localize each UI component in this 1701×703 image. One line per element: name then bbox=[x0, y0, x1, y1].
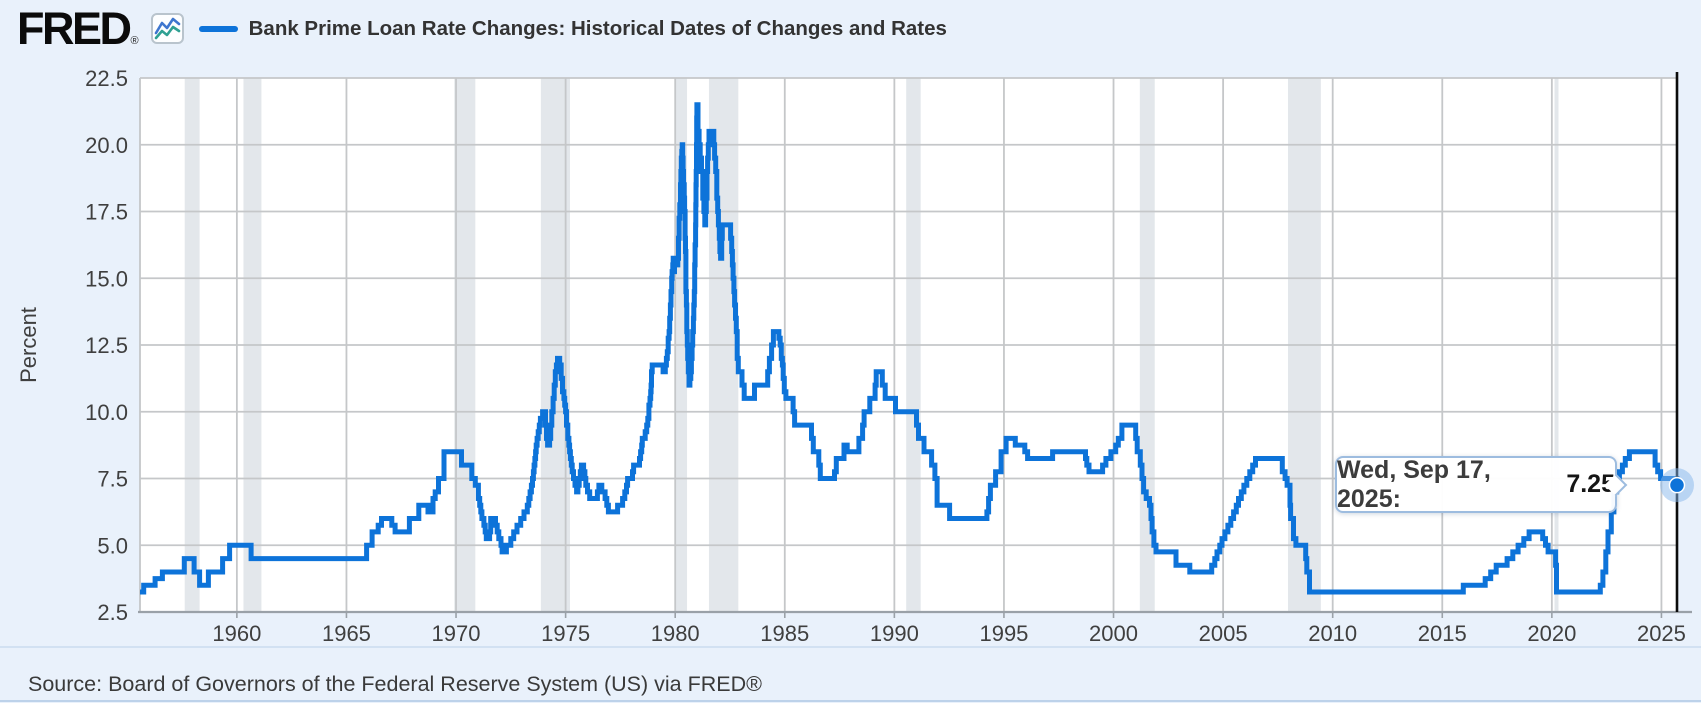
x-tick-label: 2015 bbox=[1418, 621, 1467, 646]
y-tick-label: 10.0 bbox=[85, 400, 128, 425]
x-tick-label: 1990 bbox=[870, 621, 919, 646]
series-title: Bank Prime Loan Rate Changes: Historical… bbox=[248, 16, 947, 40]
x-tick-label: 2025 bbox=[1637, 621, 1686, 646]
y-tick-label: 15.0 bbox=[85, 266, 128, 291]
x-tick-label: 1960 bbox=[212, 621, 261, 646]
y-tick-label: 22.5 bbox=[85, 66, 128, 91]
prime-rate-chart[interactable]: 2.5 5.0 7.5 10.0 12.5 15.0 17.5 20.0 22.5 1960 196… bbox=[0, 0, 1701, 660]
x-tick-label: 2005 bbox=[1199, 621, 1248, 646]
x-tick-label: 2000 bbox=[1089, 621, 1138, 646]
sparkline-icon bbox=[150, 13, 184, 44]
x-tick-label: 1985 bbox=[760, 621, 809, 646]
legend-line-swatch bbox=[198, 25, 238, 32]
y-tick-label: 17.5 bbox=[85, 200, 128, 225]
x-tick-label: 1995 bbox=[979, 621, 1028, 646]
y-tick-label: 2.5 bbox=[97, 600, 128, 625]
tooltip-date: Wed, Sep 17, 2025: bbox=[1337, 455, 1491, 513]
chart-header: FRED ® Bank Prime Loan Rate Changes: His… bbox=[17, 6, 947, 51]
tooltip-value: 7.25 bbox=[1566, 470, 1615, 498]
fred-logo[interactable]: FRED bbox=[17, 3, 132, 54]
source-note: Source: Board of Governors of the Federa… bbox=[28, 672, 762, 696]
x-tick-label: 1970 bbox=[432, 621, 481, 646]
x-tick-label: 1965 bbox=[322, 621, 371, 646]
marker-dot[interactable] bbox=[1668, 476, 1686, 494]
y-tick-label: 7.5 bbox=[97, 467, 128, 492]
y-tick-label: 12.5 bbox=[85, 333, 128, 358]
x-tick-label: 2020 bbox=[1527, 621, 1576, 646]
prime-rate-step-line bbox=[140, 102, 1680, 595]
x-tick-label: 1975 bbox=[541, 621, 590, 646]
y-tick-label: 20.0 bbox=[85, 133, 128, 158]
bottom-divider bbox=[0, 700, 1701, 702]
y-axis-title: Percent bbox=[16, 307, 41, 383]
registered-trademark: ® bbox=[130, 35, 139, 47]
x-tick-label: 2010 bbox=[1308, 621, 1357, 646]
x-tick-label: 1980 bbox=[651, 621, 700, 646]
data-tooltip: Wed, Sep 17, 2025: 7.25 bbox=[1335, 456, 1617, 513]
y-tick-label: 5.0 bbox=[97, 533, 128, 558]
